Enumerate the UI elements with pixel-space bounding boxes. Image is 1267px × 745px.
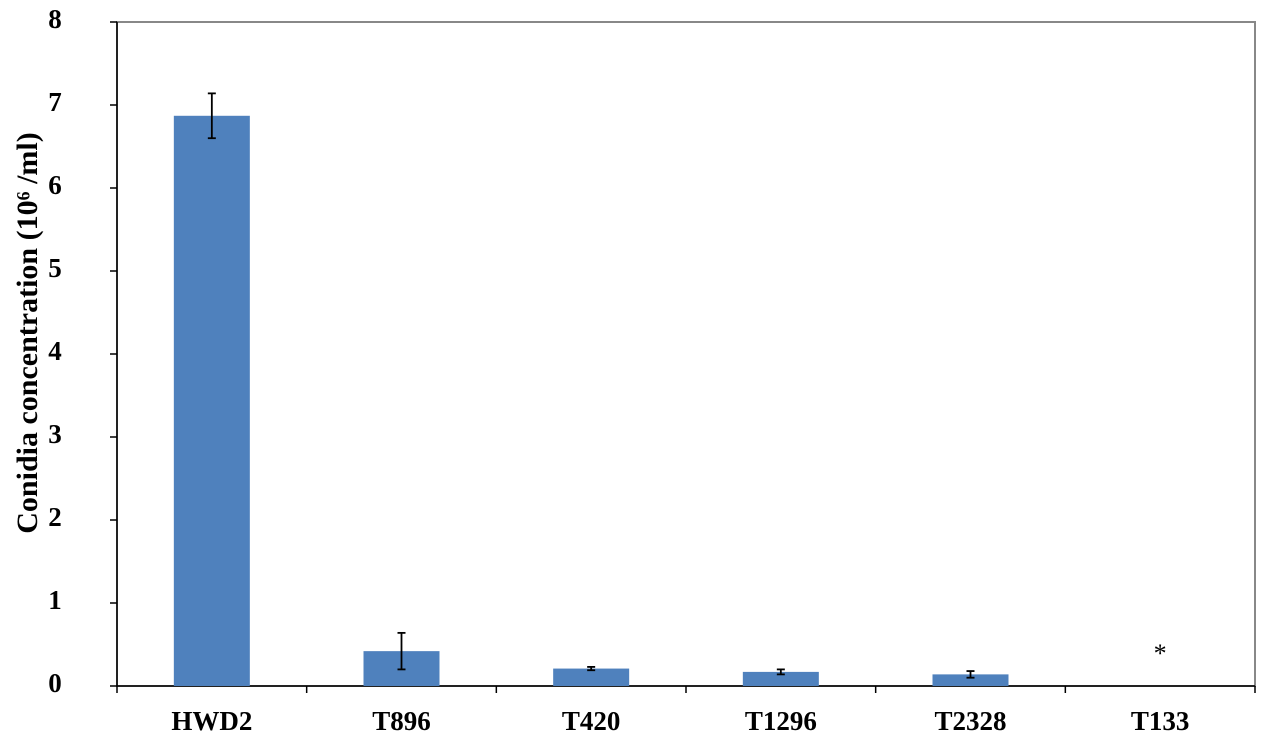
error-bar [966, 670, 975, 679]
y-tick-label: 3 [48, 419, 62, 449]
y-tick-label: 5 [48, 253, 62, 283]
y-tick-label: 7 [48, 87, 62, 117]
error-bar [776, 668, 785, 676]
x-tick-label: HWD2 [171, 706, 252, 736]
plot-frame [116, 21, 1256, 687]
x-tick-label: T420 [562, 706, 621, 736]
y-tick-label: 1 [48, 585, 62, 615]
error-bar [587, 666, 596, 672]
y-tick-label: 0 [48, 668, 62, 698]
error-bar [207, 92, 216, 140]
y-tick-label: 2 [48, 502, 62, 532]
x-tick-label: T896 [372, 706, 431, 736]
y-tick-label: 4 [48, 336, 62, 366]
x-tick-label: T2328 [934, 706, 1006, 736]
x-tick-label: T1296 [745, 706, 817, 736]
bar [173, 115, 250, 687]
error-bar [397, 631, 406, 671]
bar [932, 674, 1009, 686]
x-tick-label: T133 [1131, 706, 1190, 736]
y-axis-label: Conidia concentration (10⁶ /ml) [11, 132, 44, 533]
y-tick-label: 6 [48, 170, 62, 200]
bar [553, 668, 630, 686]
annotation: * [1154, 639, 1167, 668]
y-tick-label: 8 [48, 4, 62, 34]
bar [742, 671, 819, 686]
